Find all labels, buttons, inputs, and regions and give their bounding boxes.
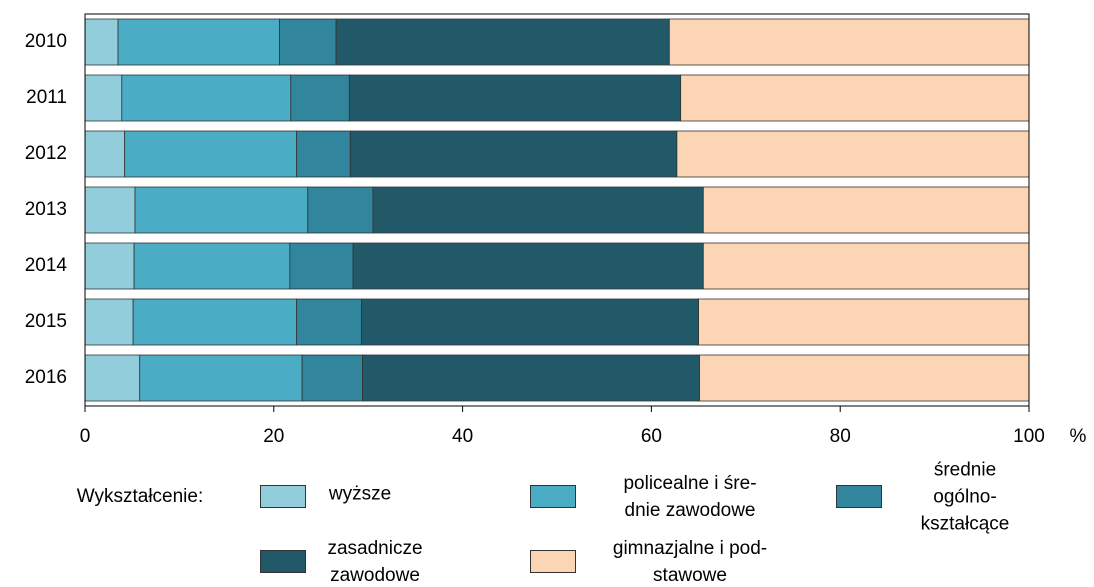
bar-segment bbox=[84, 74, 123, 122]
plot-frame bbox=[84, 13, 1030, 407]
bar-segment bbox=[84, 354, 141, 402]
x-tick-label: 0 bbox=[80, 426, 91, 447]
bar-segment bbox=[84, 18, 119, 66]
bar-segment bbox=[124, 130, 297, 178]
bar-segment bbox=[133, 242, 291, 290]
bar-segment bbox=[279, 18, 337, 66]
bar-segment bbox=[362, 354, 700, 402]
bar-segment bbox=[296, 298, 362, 346]
bar-segment bbox=[702, 242, 1030, 290]
x-tick-label: 100 bbox=[1013, 426, 1045, 447]
bar-segment bbox=[290, 74, 350, 122]
bar-segment bbox=[348, 74, 682, 122]
y-tick-label: 2013 bbox=[25, 199, 67, 220]
bar-segment bbox=[84, 130, 126, 178]
bar-segment bbox=[307, 186, 374, 234]
legend-label: wyższe bbox=[328, 483, 392, 505]
legend-label: zasadnicze zawodowe bbox=[327, 538, 423, 586]
bar-segment bbox=[301, 354, 363, 402]
bar-segment bbox=[139, 354, 303, 402]
legend-title: Wykształcenie: bbox=[77, 486, 204, 507]
bar-segment bbox=[335, 18, 670, 66]
bar-segment bbox=[372, 186, 704, 234]
x-tick-label: 60 bbox=[641, 426, 662, 447]
x-tick-label: 20 bbox=[263, 426, 284, 447]
bar-segment bbox=[699, 354, 1030, 402]
bar-segment bbox=[132, 298, 297, 346]
legend-label: policealne i śre- dnie zawodowe bbox=[623, 473, 757, 521]
bar-segment bbox=[361, 298, 700, 346]
legend-label: gimnazjalne i pod- stawowe bbox=[612, 538, 768, 586]
x-tick-label: 40 bbox=[452, 426, 473, 447]
bar-segment bbox=[117, 18, 280, 66]
y-tick-label: 2014 bbox=[25, 255, 68, 276]
bar-segment bbox=[349, 130, 678, 178]
bar-segment bbox=[698, 298, 1030, 346]
legend-swatch bbox=[530, 550, 576, 573]
y-tick-label: 2012 bbox=[25, 143, 67, 164]
bar-segment bbox=[680, 74, 1030, 122]
legend-label: średnie ogólno- kształcące bbox=[920, 459, 1010, 535]
bar-segment bbox=[84, 242, 135, 290]
bar-segment bbox=[134, 186, 309, 234]
legend-swatch bbox=[530, 485, 576, 508]
y-tick-label: 2015 bbox=[25, 311, 67, 332]
bar-segment bbox=[289, 242, 354, 290]
bar-segment bbox=[668, 18, 1030, 66]
bar-segment bbox=[296, 130, 351, 178]
bar-segment bbox=[702, 186, 1030, 234]
bar-segment bbox=[352, 242, 704, 290]
y-tick-label: 2011 bbox=[26, 87, 67, 108]
legend-swatch bbox=[836, 485, 882, 508]
bar-segment bbox=[84, 298, 134, 346]
x-axis-label: % bbox=[1070, 426, 1087, 447]
y-tick-label: 2016 bbox=[25, 367, 67, 388]
bar-segment bbox=[84, 186, 136, 234]
bar-segment bbox=[676, 130, 1030, 178]
bar-segment bbox=[121, 74, 292, 122]
legend-swatch bbox=[260, 485, 306, 508]
y-tick-label: 2010 bbox=[25, 31, 67, 52]
legend-swatch bbox=[260, 550, 306, 573]
x-tick-label: 80 bbox=[830, 426, 851, 447]
